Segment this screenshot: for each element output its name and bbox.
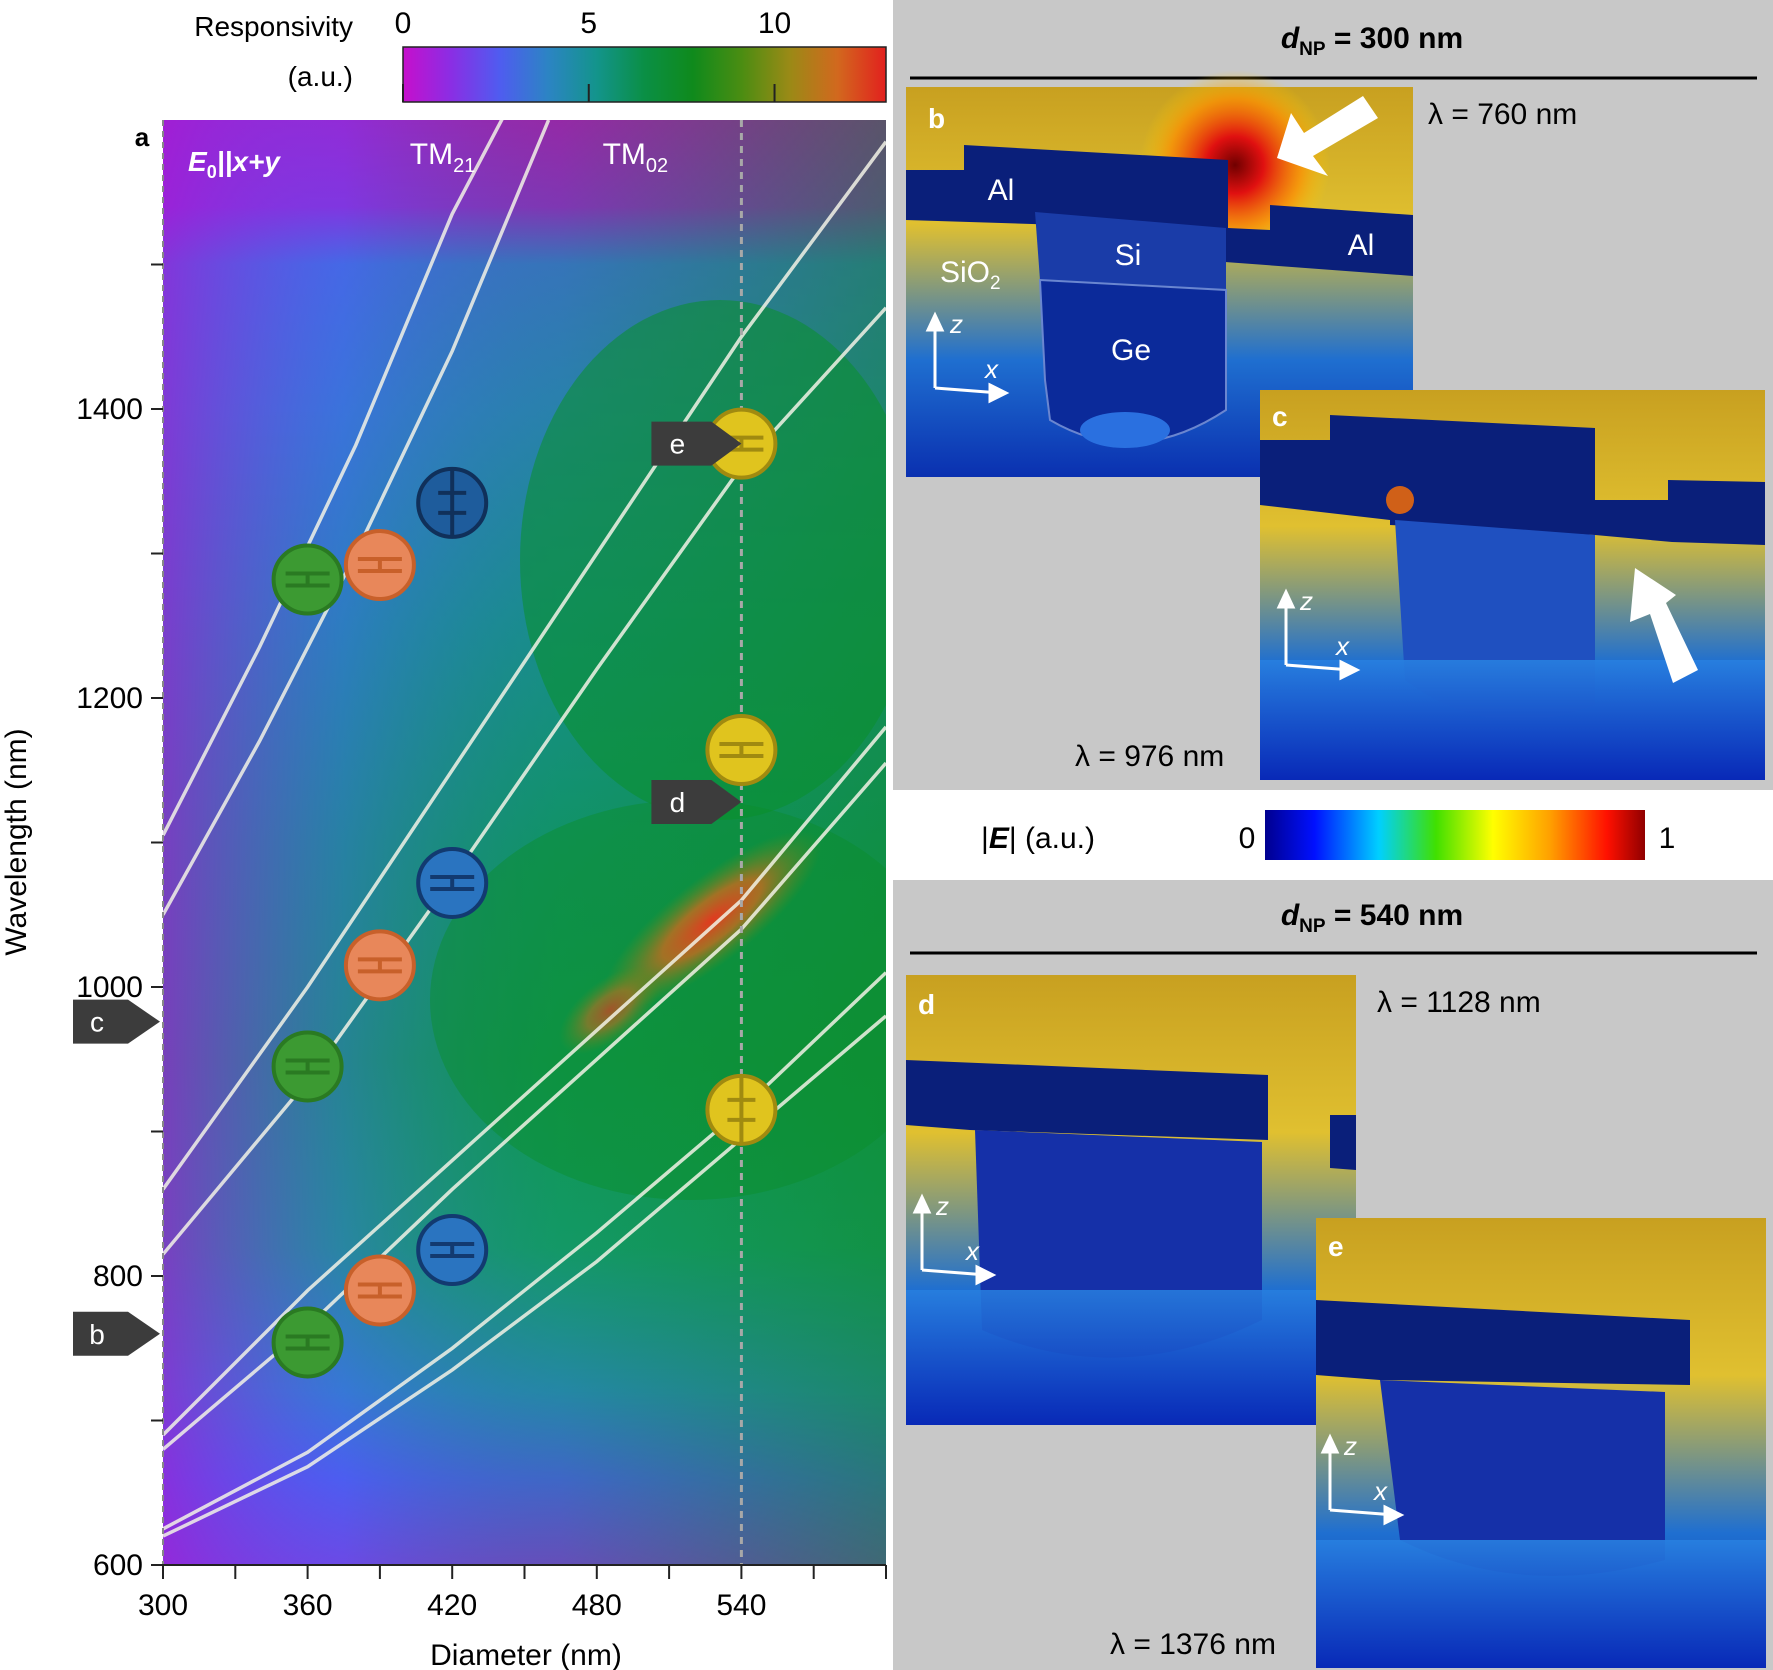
field-colorbar: |E| (a.u.) 0 1 (981, 810, 1675, 860)
data-marker (274, 546, 342, 614)
panel-label-c: c (1272, 401, 1288, 432)
panel-label-a: a (135, 122, 150, 152)
tag-label: b (89, 1319, 105, 1350)
y-tick-label: 1200 (76, 682, 143, 715)
x-tick-label: 540 (716, 1589, 766, 1622)
material-al-left: Al (988, 174, 1015, 207)
field-colorbar-label: |E| (a.u.) (981, 822, 1095, 855)
data-marker (346, 531, 414, 599)
y-tick-label: 800 (93, 1260, 143, 1293)
axis-x-c: x (1334, 631, 1350, 661)
field-colorbar-gradient (1265, 810, 1645, 860)
axis-z-c: z (1299, 586, 1313, 616)
responsivity-colorbar: Responsivity (a.u.) 0 5 10 (194, 7, 886, 102)
tag-shape (73, 1312, 160, 1356)
wavelength-e: λ = 1376 nm (1110, 1628, 1276, 1661)
data-marker (346, 931, 414, 999)
data-marker (418, 1216, 486, 1284)
colorbar-unit: (a.u.) (288, 61, 353, 92)
panel-a-heatmap: TM21 TM02 a E0||x+y 300 360 420 480 540 600 800… (0, 77, 950, 1670)
tag-label: c (90, 1007, 104, 1038)
data-marker (346, 1256, 414, 1324)
wavelength-d: λ = 1128 nm (1377, 986, 1541, 1019)
data-marker (707, 1076, 775, 1144)
polarization-label: E0||x+y (188, 146, 281, 182)
colorbar-tick-label: 0 (395, 7, 412, 40)
data-marker (418, 849, 486, 917)
colorbar-title: Responsivity (194, 11, 353, 42)
axis-z-e: z (1343, 1431, 1357, 1461)
data-marker (274, 1308, 342, 1376)
material-al-right: Al (1348, 229, 1375, 262)
colorbar-tick-label: 5 (580, 7, 597, 40)
wavelength-c: λ = 976 nm (1075, 740, 1224, 773)
aluminum-layer (1330, 1115, 1356, 1170)
x-tick-label: 300 (138, 1589, 188, 1622)
field-colorbar-max: 1 (1659, 822, 1676, 855)
field-hotspot (1386, 486, 1414, 514)
tag-label: e (670, 429, 686, 460)
x-tick-label: 480 (572, 1589, 622, 1622)
panel-label-e: e (1328, 1231, 1344, 1262)
x-tick-label: 360 (283, 1589, 333, 1622)
field-lobe (1080, 412, 1170, 448)
panel-label-d: d (918, 989, 935, 1020)
y-tick-label: 1400 (76, 393, 143, 426)
data-marker (707, 716, 775, 784)
tag-label: d (670, 787, 686, 818)
axis-z-d: z (935, 1191, 949, 1221)
data-marker (274, 1032, 342, 1100)
material-ge: Ge (1111, 334, 1151, 367)
tag-shape (73, 1000, 160, 1044)
field-map-section: dNP = 300 nm dNP = 540 nm b λ = 760 nm A… (893, 0, 1773, 1670)
field-colorbar-min: 0 (1239, 822, 1256, 855)
material-si: Si (1115, 239, 1142, 272)
y-tick-label: 600 (93, 1549, 143, 1582)
colorbar-gradient (403, 47, 886, 102)
colorbar-tick-label: 10 (758, 7, 791, 40)
wavelength-b: λ = 760 nm (1428, 98, 1577, 131)
wavelength-tag-c: c (73, 1000, 160, 1044)
data-marker (418, 469, 486, 537)
panel-label-b: b (928, 103, 945, 134)
axis-x-b: x (983, 354, 999, 384)
axis-x-d: x (964, 1236, 980, 1266)
y-tick-label: 1000 (76, 971, 143, 1004)
axis-x-e: x (1372, 1476, 1388, 1506)
y-axis-title: Wavelength (nm) (0, 728, 33, 955)
axis-z-b: z (949, 309, 963, 339)
x-axis-title: Diameter (nm) (430, 1639, 622, 1670)
wavelength-tag-b: b (73, 1312, 160, 1356)
x-tick-label: 420 (427, 1589, 477, 1622)
